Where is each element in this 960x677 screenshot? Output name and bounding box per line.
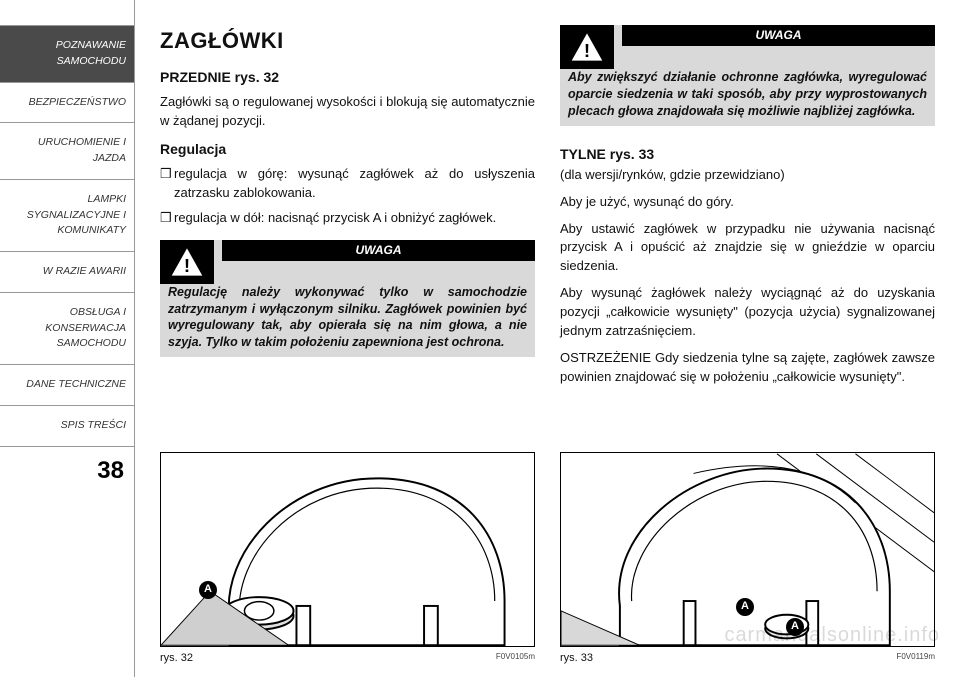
svg-text:!: ! [184, 255, 190, 276]
warning-box: ! UWAGA Regulację należy wykonywać tylko… [160, 240, 535, 358]
paragraph: Zagłówki są o regulowanej wysokości i bl… [160, 93, 535, 131]
figure-label: rys. 33 [560, 651, 593, 667]
bullet-item: ❒ regulacja w dół: nacisnąć przycisk A i… [160, 209, 535, 228]
marker-a: A [736, 598, 754, 616]
heading-rear: TYLNE rys. 33 [560, 144, 935, 164]
watermark: carmanualsonline.info [724, 624, 940, 647]
warning-icon: ! [560, 25, 614, 69]
heading-regulacja: Regulacja [160, 139, 535, 159]
svg-text:!: ! [584, 40, 590, 61]
paragraph: Aby ustawić zagłówek w przypadku nie uży… [560, 220, 935, 277]
sidebar-item-bezpieczenstwo[interactable]: BEZPIECZEŃSTWO [0, 83, 134, 124]
warning-title: UWAGA [622, 25, 935, 46]
sidebar-nav: POZNAWANIE SAMOCHODU BEZPIECZEŃSTWO URUC… [0, 0, 135, 677]
sidebar-item-awarii[interactable]: W RAZIE AWARII [0, 252, 134, 293]
figure-33: A A [560, 452, 935, 647]
paragraph: OSTRZEŻENIE Gdy siedzenia tylne są zajęt… [560, 349, 935, 387]
bullet-icon: ❒ [160, 209, 174, 228]
right-column: ! UWAGA Aby zwiększyć działanie ochronne… [560, 25, 935, 667]
page-number: 38 [0, 447, 134, 485]
figure-32: A [160, 452, 535, 647]
figure-caption: rys. 33 F0V0119m [560, 647, 935, 667]
warning-text: Aby zwiększyć działanie ochronne zagłówk… [560, 69, 935, 126]
figure-label: rys. 32 [160, 651, 193, 667]
figure-code: F0V0119m [896, 651, 935, 667]
bullet-text: regulacja w dół: nacisnąć przycisk A i o… [174, 209, 535, 228]
heading-front: PRZEDNIE rys. 32 [160, 67, 535, 87]
marker-a: A [199, 581, 217, 599]
bullet-text: regulacja w górę: wysunąć zagłówek aż do… [174, 165, 535, 203]
left-column: ZAGŁÓWKI PRZEDNIE rys. 32 Zagłówki są o … [160, 25, 535, 667]
sidebar-item-spis[interactable]: SPIS TREŚCI [0, 406, 134, 447]
heading-main: ZAGŁÓWKI [160, 25, 535, 57]
sidebar-item-poznawanie[interactable]: POZNAWANIE SAMOCHODU [0, 25, 134, 83]
sidebar-item-uruchomienie[interactable]: URUCHOMIENIE I JAZDA [0, 123, 134, 180]
paragraph: Aby wysunąć żagłówek należy wyciągnąć aż… [560, 284, 935, 341]
bullet-item: ❒ regulacja w górę: wysunąć zagłówek aż … [160, 165, 535, 203]
page-content: ZAGŁÓWKI PRZEDNIE rys. 32 Zagłówki są o … [135, 0, 960, 677]
headrest-rear-illustration [561, 453, 934, 646]
warning-icon: ! [160, 240, 214, 284]
figure-caption: rys. 32 F0V0105m [160, 647, 535, 667]
warning-title: UWAGA [222, 240, 535, 261]
paragraph: Aby je użyć, wysunąć do góry. [560, 193, 935, 212]
figure-code: F0V0105m [496, 651, 535, 667]
warning-text-start [222, 261, 535, 263]
headrest-front-illustration [161, 453, 534, 646]
manual-page: POZNAWANIE SAMOCHODU BEZPIECZEŃSTWO URUC… [0, 0, 960, 677]
sidebar-item-lampki[interactable]: LAMPKI SYGNALIZACYJNE I KOMUNIKATY [0, 180, 134, 252]
sidebar-item-dane[interactable]: DANE TECHNICZNE [0, 365, 134, 406]
sidebar-item-obsluga[interactable]: OBSŁUGA I KONSERWACJA SAMOCHODU [0, 293, 134, 365]
warning-text: Regulację należy wykonywać tylko w samoc… [160, 284, 535, 358]
subtitle: (dla wersji/rynków, gdzie przewidziano) [560, 166, 935, 185]
warning-box: ! UWAGA Aby zwiększyć działanie ochronne… [560, 25, 935, 126]
bullet-icon: ❒ [160, 165, 174, 203]
